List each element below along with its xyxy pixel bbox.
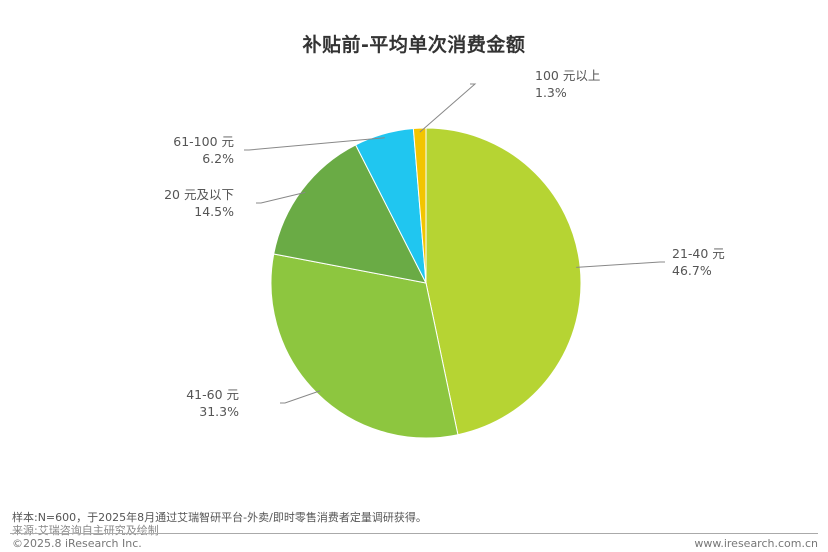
leader-line — [280, 390, 321, 404]
website-link[interactable]: www.iresearch.com.cn — [694, 537, 818, 550]
slice-labels: 21-40 元 46.7% 41-60 元 31.3% 20 元及以下 14.5% 61-1… — [164, 68, 725, 419]
leader-line — [244, 137, 385, 151]
slice-percent: 46.7% — [672, 263, 712, 278]
leader-line — [576, 261, 665, 268]
slice-label: 20 元及以下 14.5% — [164, 187, 234, 219]
slice-category: 20 元及以下 — [164, 187, 234, 202]
copyright-text: ©2025.8 iResearch Inc. — [12, 537, 142, 550]
slice-percent: 6.2% — [202, 151, 234, 166]
slice-percent: 31.3% — [199, 404, 239, 419]
slice-label: 21-40 元 46.7% — [672, 246, 725, 278]
pie-slice — [273, 144, 427, 284]
slice-percent: 1.3% — [535, 85, 567, 100]
leader-line — [419, 83, 477, 133]
slice-percent: 14.5% — [194, 204, 234, 219]
sample-note: 样本:N=600，于2025年8月通过艾瑞智研平台-外卖/即时零售消费者定量调研… — [12, 511, 427, 524]
pie-slice — [412, 127, 427, 284]
chart-title: 补贴前-平均单次消费金额 — [302, 34, 526, 56]
slice-label: 61-100 元 6.2% — [173, 134, 234, 166]
pie-slice — [425, 127, 582, 436]
slice-category: 21-40 元 — [672, 246, 725, 261]
footer-divider — [10, 533, 818, 534]
slice-category: 41-60 元 — [186, 387, 239, 402]
slice-category: 61-100 元 — [173, 134, 234, 149]
leader-lines — [244, 83, 665, 404]
slice-label: 41-60 元 31.3% — [186, 387, 239, 419]
slice-label: 100 元以上 1.3% — [535, 68, 600, 100]
slice-category: 100 元以上 — [535, 68, 600, 83]
source-note: 来源:艾瑞咨询自主研究及绘制 — [12, 524, 159, 537]
leader-line — [256, 191, 306, 204]
